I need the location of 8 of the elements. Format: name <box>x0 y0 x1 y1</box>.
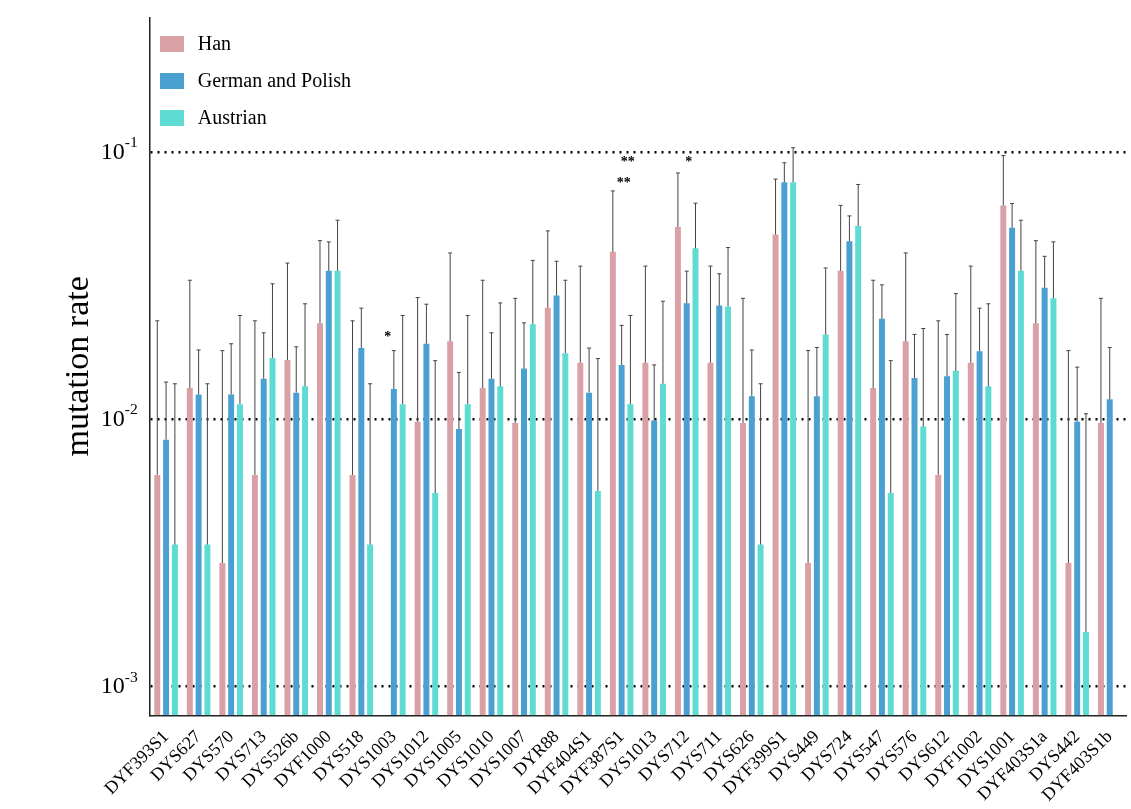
annotation: ** <box>620 153 635 169</box>
annotation: * <box>384 328 392 344</box>
legend-label: Austrian <box>197 106 267 130</box>
y-axis-title: mutation rate <box>58 276 96 457</box>
legend-label: Han <box>197 32 232 56</box>
legend-label: German and Polish <box>197 69 352 93</box>
annotation: ** <box>616 174 631 190</box>
annotation: * <box>685 153 693 169</box>
